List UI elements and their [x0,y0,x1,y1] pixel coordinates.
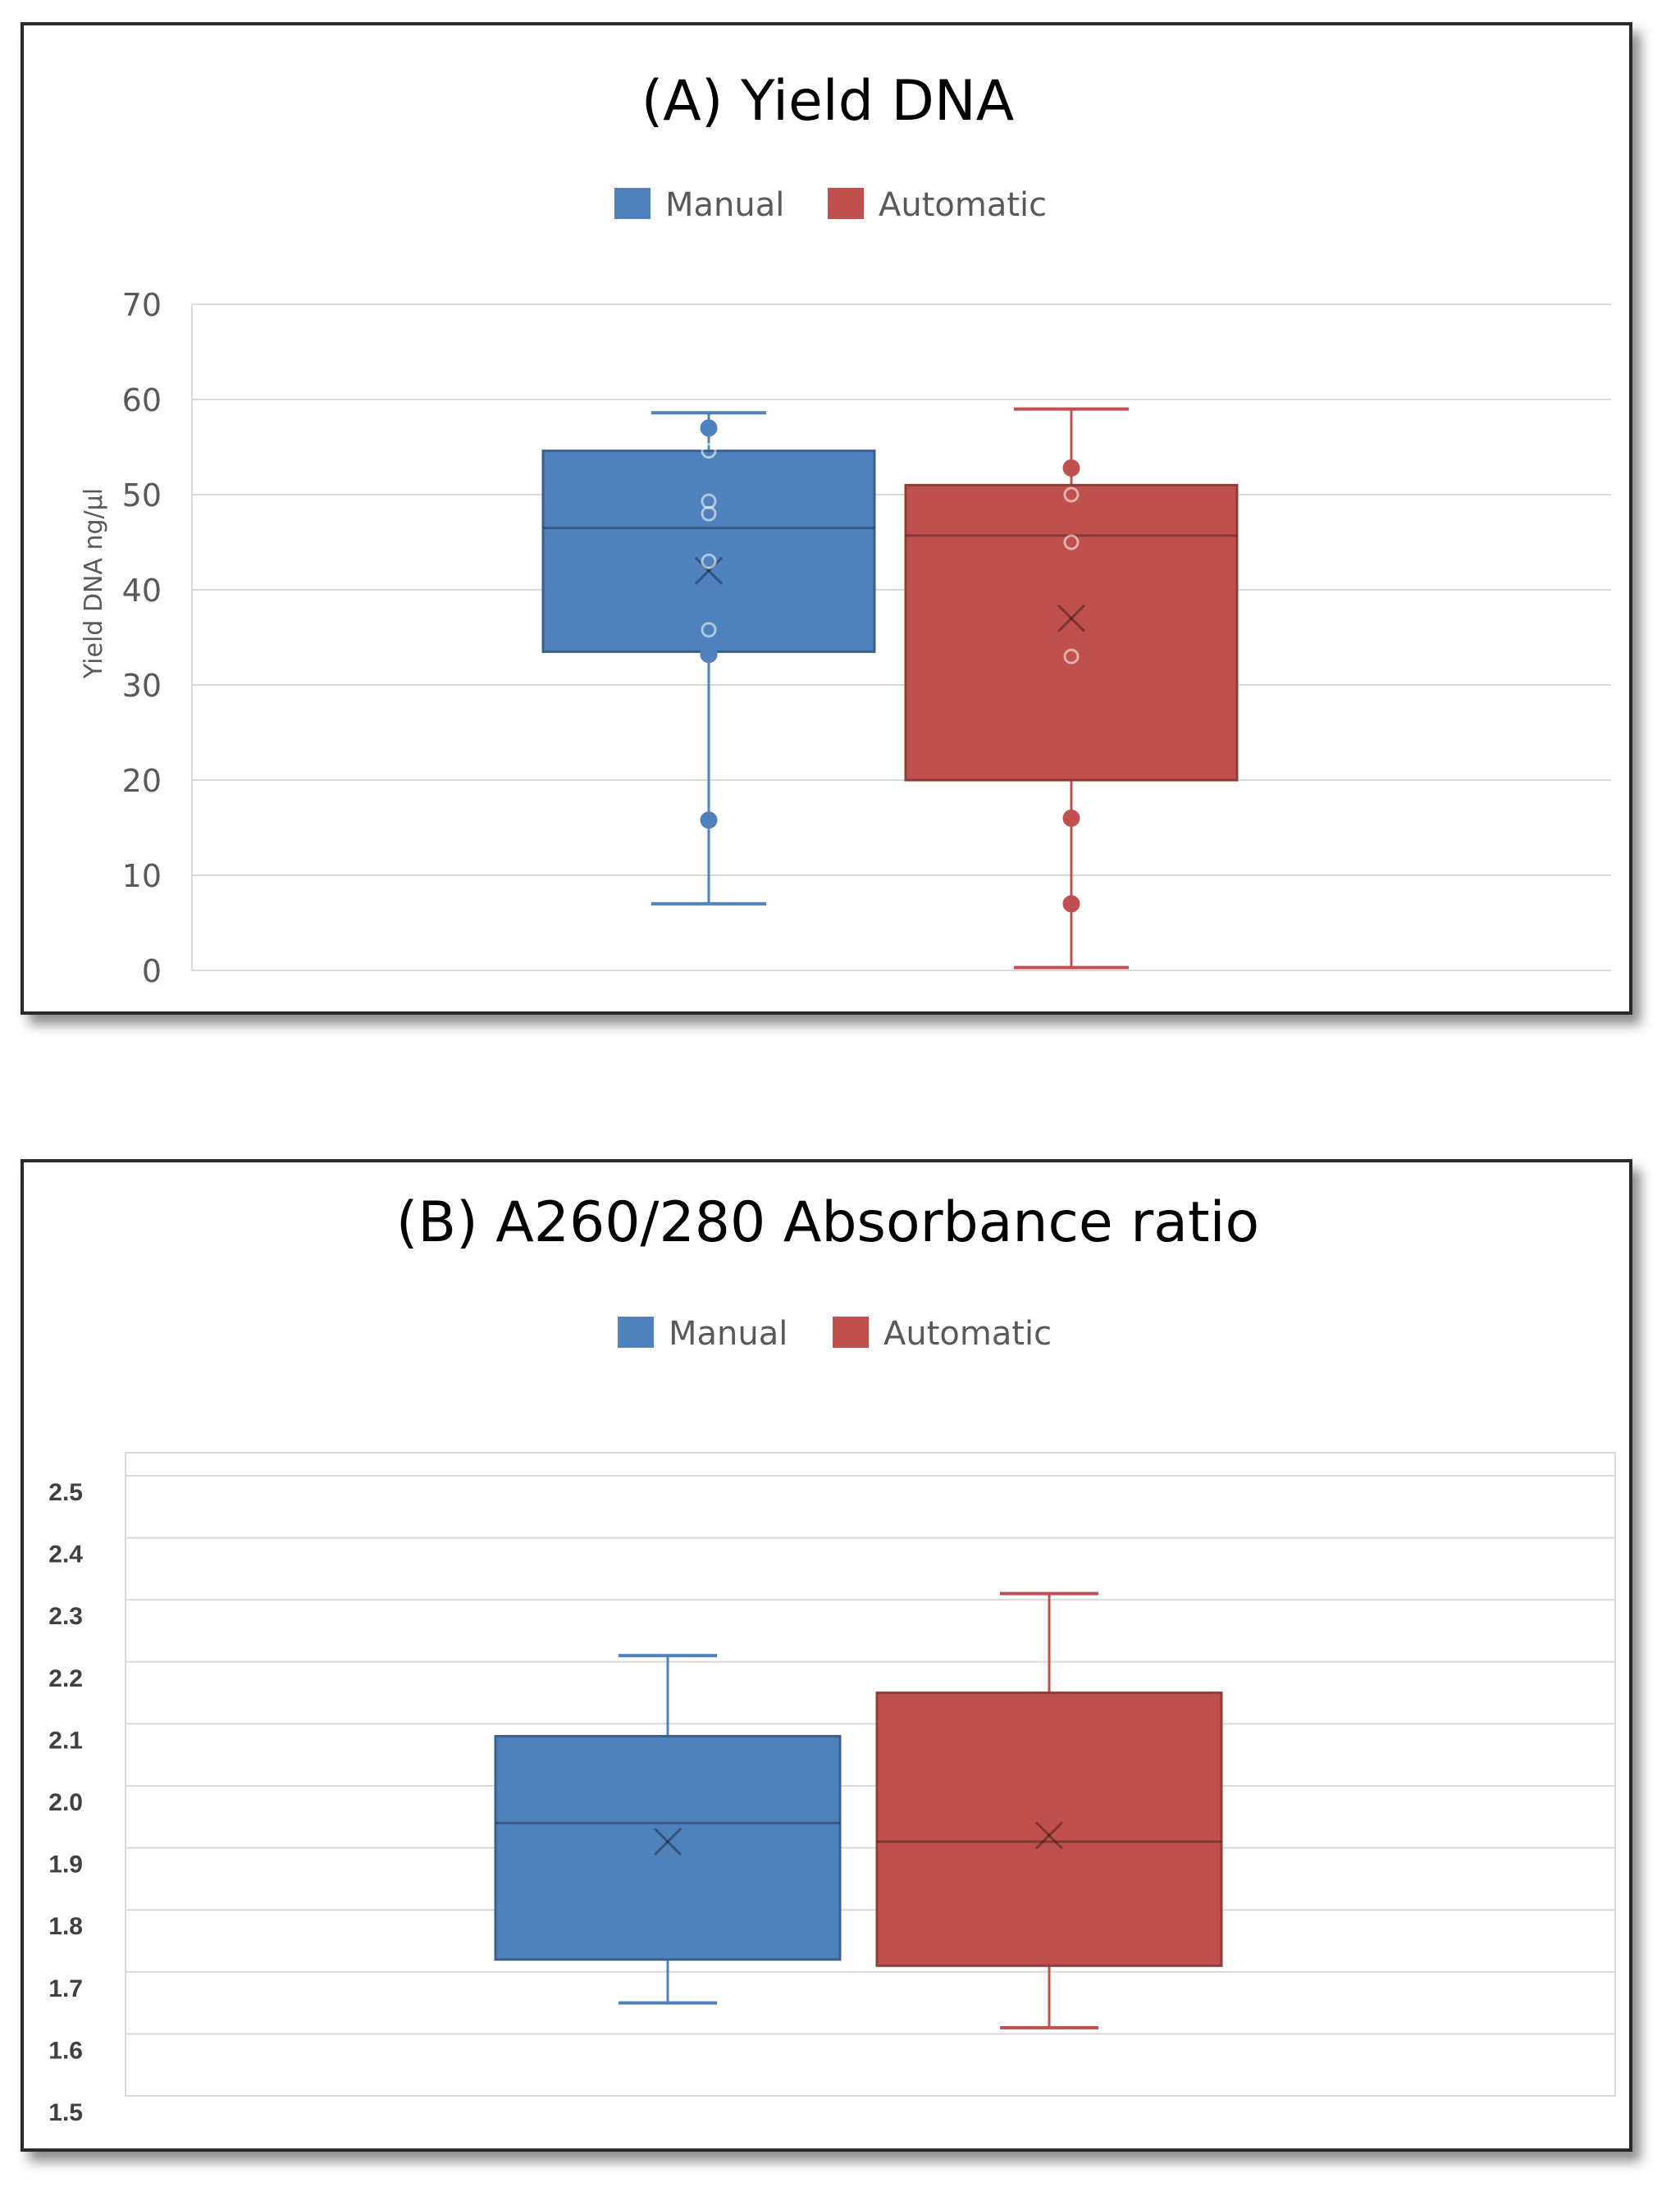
chart-panel-absorbance-ratio: (B) A260/280 Absorbance ratio Manual Aut… [21,1159,1632,2152]
box-outline-manual [494,1735,842,1961]
y-tick-label: 1.5 [48,2099,83,2126]
y-tick-label: 2.0 [48,1789,83,1816]
box-outline-automatic [904,483,1239,782]
legend-swatch-manual [618,1317,654,1348]
y-tick-label: 10 [122,858,162,894]
chart-title: (B) A260/280 Absorbance ratio [396,1190,1259,1255]
plot-area: 1.5 1.6 1.7 1.8 1.9 2.0 2.1 2.2 2.3 2.4 2.5 [48,1452,1616,2126]
mean-marker-manual [694,556,724,585]
mean-marker-automatic [1034,1821,1064,1850]
data-point-automatic [1063,486,1080,503]
mean-marker-manual [694,556,724,585]
y-tick-label: 1.7 [48,1975,83,2002]
legend-label-automatic: Automatic [879,186,1047,224]
y-tick-label: 20 [122,763,162,799]
data-point-automatic [1062,459,1080,477]
y-tick-label: 2.3 [48,1603,83,1630]
data-point-manual [700,811,718,829]
chart-panel-yield-dna: (A) Yield DNA Manual Automatic Yield DNA… [21,22,1632,1015]
y-tick-label: 1.6 [48,2037,83,2064]
legend-label-manual: Manual [665,186,784,224]
box-manual [541,450,876,653]
y-tick-label: 1.8 [48,1913,83,1940]
legend: Manual Automatic [614,186,1047,224]
data-point-manual [701,622,717,638]
legend-swatch-automatic [828,188,864,219]
y-tick-label: 2.1 [48,1727,83,1754]
y-tick-label: 50 [122,477,162,514]
legend-label-manual: Manual [669,1315,788,1353]
data-point-automatic [1062,809,1080,827]
y-axis-label: Yield DNA ng/µl [80,488,108,679]
chart-absorbance-ratio: (B) A260/280 Absorbance ratio Manual Aut… [48,1190,1616,2126]
legend-swatch-manual [614,188,651,219]
data-point-manual [701,553,717,569]
chart-title: (A) Yield DNA [641,69,1014,134]
y-tick-label: 1.9 [48,1851,83,1879]
data-point-automatic [1062,895,1080,913]
data-point-automatic [1063,534,1080,550]
legend-swatch-automatic [833,1317,869,1348]
mean-marker-automatic [1034,1821,1064,1850]
y-tick-label: 2.4 [48,1541,83,1568]
y-tick-label: 40 [122,573,162,609]
y-tick-label: 2.5 [48,1479,83,1506]
legend-label-automatic: Automatic [883,1315,1052,1353]
legend: Manual Automatic [618,1315,1052,1353]
data-point-manual [700,646,718,664]
y-tick-label: 30 [122,668,162,704]
y-tick-label: 60 [122,382,162,418]
mean-marker-automatic [1057,604,1086,632]
box-manual [494,1735,842,1961]
plot-border [125,1452,1616,2097]
data-point-manual [701,505,717,522]
data-point-manual [700,419,718,437]
data-point-automatic [1063,648,1080,664]
box-outline-automatic [875,1692,1223,1967]
y-tick-label: 2.2 [48,1665,83,1692]
mean-marker-manual [653,1827,682,1856]
mean-marker-automatic [1057,604,1086,632]
data-point-manual [701,443,717,459]
chart-yield-dna: (A) Yield DNA Manual Automatic Yield DNA… [80,69,1611,989]
plot-area: 0 10 20 30 40 50 60 70 [122,287,1611,989]
y-tick-label: 70 [122,287,162,323]
box-automatic [904,483,1239,782]
mean-marker-manual [653,1827,682,1856]
y-tick-label: 0 [142,953,162,989]
box-automatic [875,1692,1223,1967]
